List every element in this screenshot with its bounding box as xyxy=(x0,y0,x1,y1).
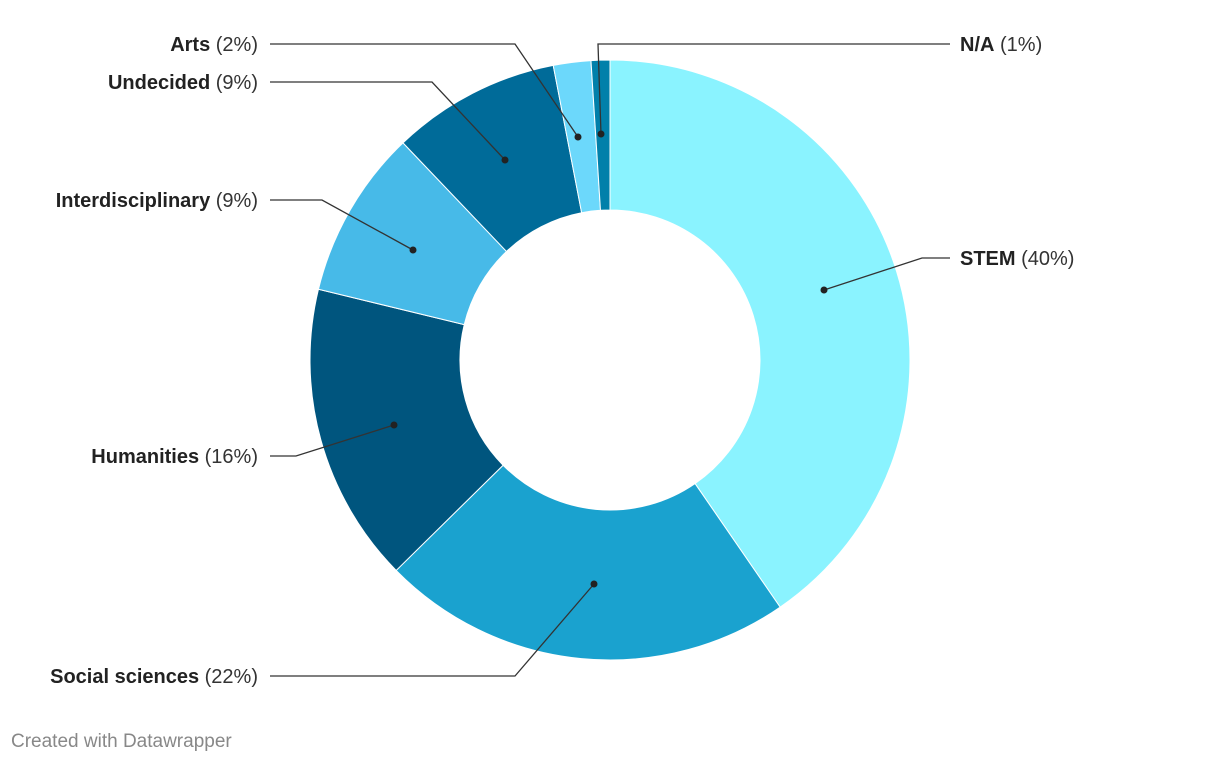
leader-dot xyxy=(501,156,509,164)
leader-dot xyxy=(820,286,828,294)
slice-label-name: Interdisciplinary xyxy=(56,190,211,212)
slice-label-percent: (1%) xyxy=(994,34,1042,56)
slice-label-percent: (16%) xyxy=(199,446,258,468)
slice-label: Undecided (9%) xyxy=(108,72,258,94)
leader-dot xyxy=(590,580,598,588)
leader-dot xyxy=(409,246,417,254)
slice-label: Arts (2%) xyxy=(170,34,258,56)
slice-label-percent: (9%) xyxy=(210,72,258,94)
slice-label-percent: (40%) xyxy=(1016,248,1075,270)
leader-line xyxy=(270,424,395,457)
slice-humanities xyxy=(309,288,504,572)
slice-label: STEM (40%) xyxy=(960,248,1074,270)
slice-label-percent: (22%) xyxy=(199,666,258,688)
slice-label-percent: (9%) xyxy=(210,190,258,212)
slice-label-name: STEM xyxy=(960,248,1016,270)
slice-label: Interdisciplinary (9%) xyxy=(56,190,258,212)
leader-dot xyxy=(597,130,605,138)
leader-dot xyxy=(574,133,582,141)
leader-line xyxy=(270,43,579,138)
leader-dot xyxy=(390,421,398,429)
leader-line xyxy=(270,81,506,161)
slice-label: N/A (1%) xyxy=(960,34,1042,56)
slice-social-sciences xyxy=(395,464,781,661)
slice-label: Humanities (16%) xyxy=(91,446,258,468)
slice-label-name: Undecided xyxy=(108,72,210,94)
slice-label-percent: (2%) xyxy=(210,34,258,56)
slice-stem xyxy=(609,59,911,608)
slice-label-name: Humanities xyxy=(91,446,199,468)
slice-label-name: N/A xyxy=(960,34,994,56)
slice-label-name: Social sciences xyxy=(50,666,199,688)
leader-line xyxy=(597,43,950,135)
leader-line xyxy=(270,583,595,677)
slice-label-name: Arts xyxy=(170,34,210,56)
leader-line xyxy=(270,199,414,251)
slice-label: Social sciences (22%) xyxy=(50,666,258,688)
leader-line xyxy=(823,257,950,291)
footer-credit: Created with Datawrapper xyxy=(11,731,232,752)
